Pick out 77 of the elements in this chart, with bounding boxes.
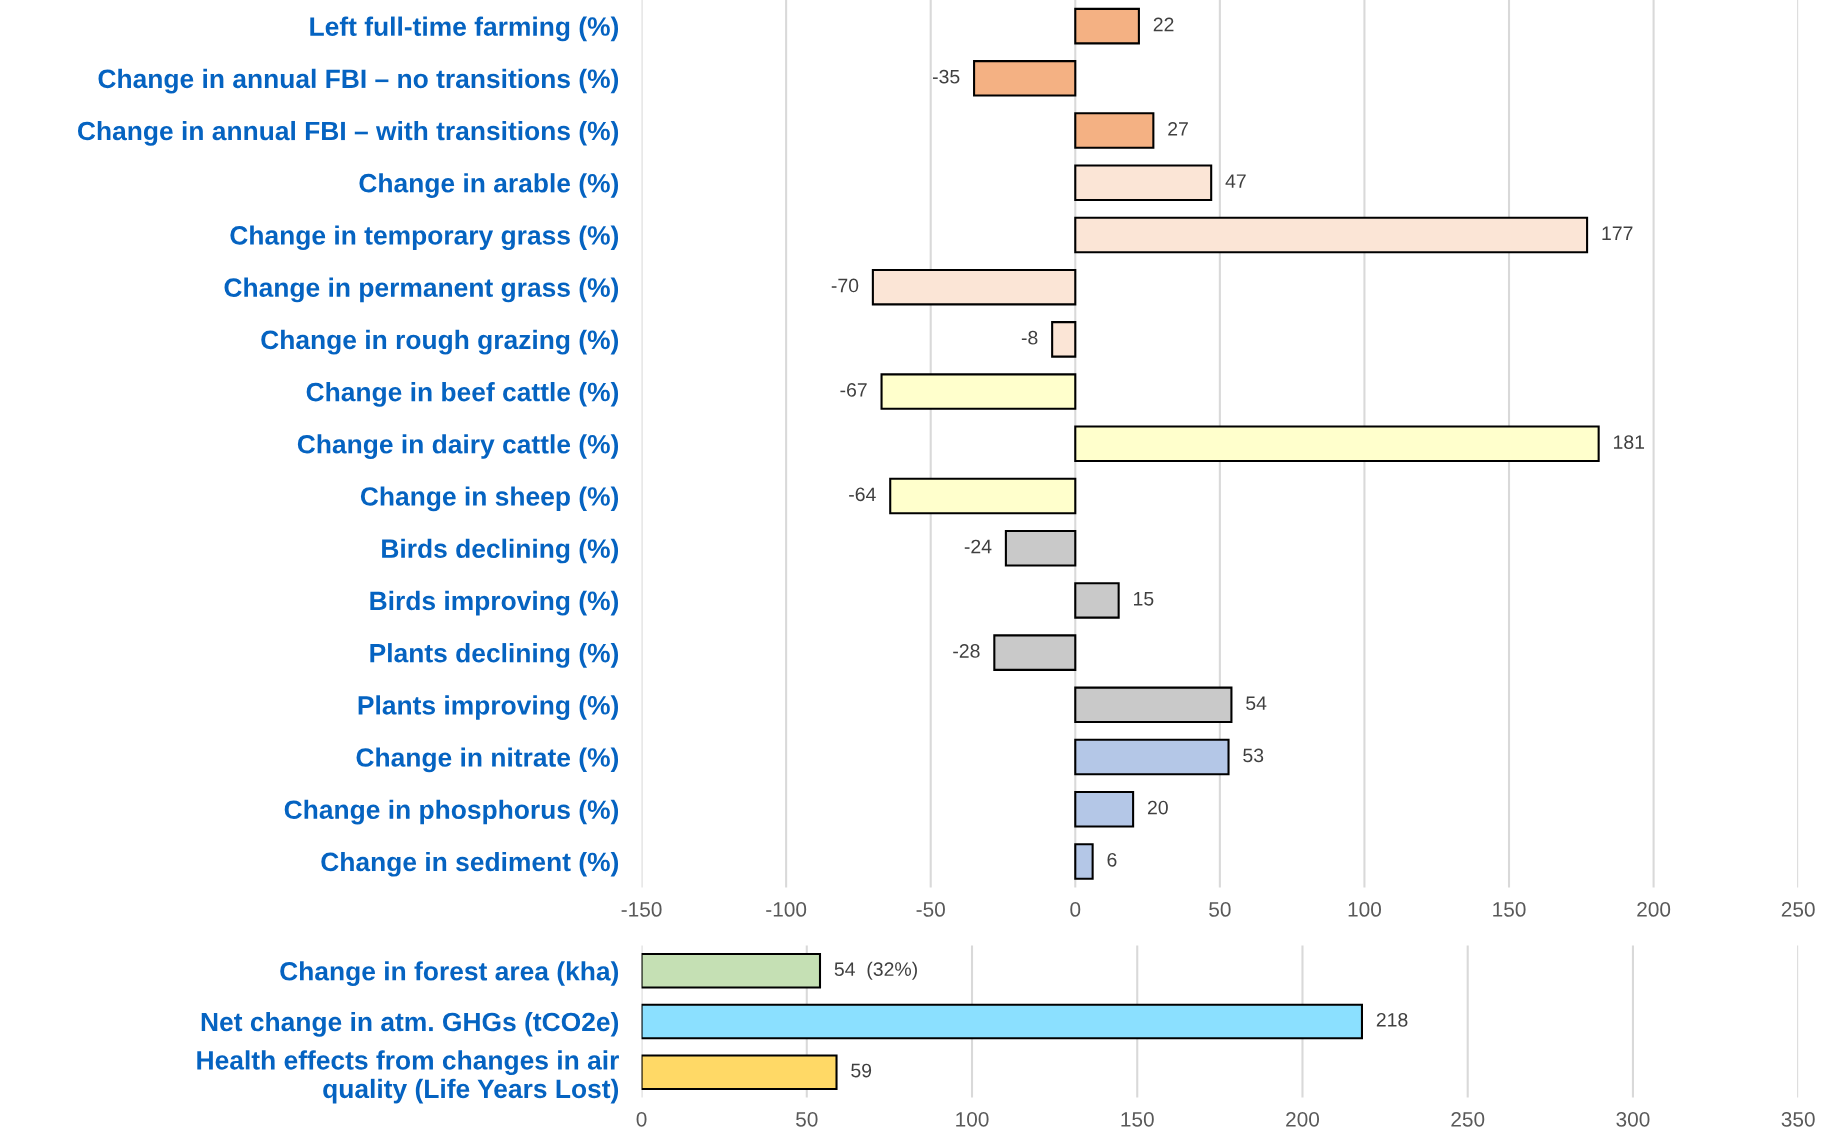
data-label: 20 [1147, 800, 1168, 815]
x-tick-label: -100 [766, 902, 807, 917]
y-tick-label: Net change in atm. GHGs (tCO2e) [201, 1011, 619, 1037]
x-tick-label: 0 [636, 1111, 647, 1127]
data-label: 6 [1107, 852, 1117, 867]
y-tick-label: Change in annual FBI – with transitions (%) [77, 120, 619, 146]
bar [641, 953, 822, 989]
x-tick-label: 100 [956, 1111, 989, 1127]
data-label: -35 [932, 69, 960, 84]
y-tick-label: Change in nitrate (%) [356, 747, 619, 773]
data-label: 54 [1246, 696, 1267, 711]
y-tick-label: Left full-time farming (%) [310, 16, 619, 42]
x-tick-label: 350 [1781, 1111, 1815, 1127]
x-tick-label: 50 [1209, 902, 1231, 917]
data-label: 47 [1225, 174, 1246, 188]
bar [973, 60, 1077, 97]
x-tick-label: 150 [1493, 902, 1526, 917]
y-tick-label: Health effects from changes in air quality (Life Years Lost) [197, 1050, 619, 1104]
bar [1074, 843, 1094, 880]
data-label: 15 [1134, 592, 1154, 606]
x-tick-label: 0 [1070, 902, 1081, 917]
bar [993, 634, 1077, 671]
bar [1074, 790, 1135, 828]
data-label: 22 [1153, 17, 1174, 32]
bar [1074, 216, 1589, 254]
data-label: 59 [851, 1063, 872, 1078]
bar [1004, 529, 1077, 567]
x-tick-label: -150 [621, 902, 662, 917]
x-tick-label: 150 [1121, 1111, 1154, 1127]
y-tick-label: Change in annual FBI – no transitions (%) [98, 68, 619, 94]
y-tick-label: Change in dairy cattle (%) [297, 434, 619, 459]
y-tick-label: Birds improving (%) [370, 590, 619, 616]
y-tick-label: Birds declining (%) [382, 538, 619, 564]
data-label: 177 [1602, 226, 1633, 240]
y-tick-label: Plants improving (%) [358, 695, 619, 720]
data-label: 53 [1243, 748, 1264, 763]
data-label: 181 [1614, 435, 1645, 449]
y-tick-label: Change in sediment (%) [321, 851, 619, 877]
x-tick-label: 200 [1286, 1111, 1320, 1127]
y-tick-label: Change in forest area (kha) [280, 961, 619, 986]
bar [889, 477, 1077, 515]
y-tick-label: Plants declining (%) [370, 643, 619, 668]
data-label: -64 [849, 487, 876, 502]
bar [1074, 425, 1600, 463]
y-tick-label: Change in arable (%) [359, 173, 619, 198]
data-label: 27 [1168, 121, 1188, 136]
y-tick-label: Change in phosphorus (%) [284, 799, 619, 825]
x-tick-label: 300 [1616, 1111, 1650, 1127]
bar [1074, 686, 1233, 724]
data-label: -24 [964, 539, 992, 554]
y-tick-label: Change in sheep (%) [360, 486, 619, 512]
bar [1074, 738, 1230, 776]
bar [880, 373, 1077, 410]
bar [1074, 164, 1213, 201]
bar [871, 268, 1077, 306]
bar [1074, 112, 1155, 149]
bar [641, 1003, 1363, 1040]
data-label: -67 [840, 383, 867, 397]
x-tick-label: -50 [916, 902, 945, 917]
x-tick-label: 100 [1348, 902, 1382, 917]
y-tick-label: Change in temporary grass (%) [230, 225, 619, 251]
y-tick-label: Change in beef cattle (%) [306, 382, 619, 407]
bar [1074, 582, 1120, 619]
data-label: -70 [831, 278, 859, 293]
x-tick-label: 200 [1637, 902, 1671, 917]
bar [1074, 7, 1140, 45]
x-tick-label: 250 [1451, 1111, 1485, 1127]
data-label: 218 [1376, 1012, 1408, 1027]
x-tick-label: 250 [1781, 902, 1815, 917]
y-tick-label: Change in permanent grass (%) [224, 277, 619, 303]
data-label: 54 (32%) [834, 961, 917, 980]
y-tick-label: Change in rough grazing (%) [261, 329, 619, 355]
bar [1051, 321, 1077, 358]
x-tick-label: 50 [796, 1111, 818, 1127]
data-label: -8 [1021, 330, 1038, 345]
data-label: -28 [953, 644, 980, 658]
bar [641, 1054, 838, 1090]
